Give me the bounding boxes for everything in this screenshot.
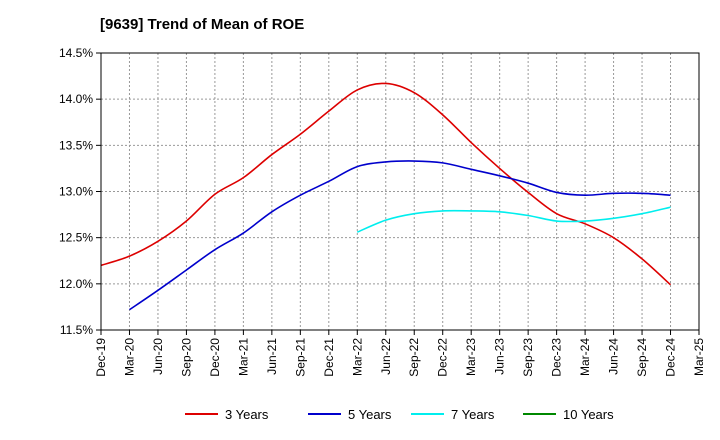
legend-label: 10 Years [563, 407, 614, 422]
series-line-7-years [356, 206, 671, 233]
y-tick-label: 11.5% [60, 323, 93, 337]
y-tick-label: 13.0% [59, 185, 93, 199]
x-tick-label: Dec-24 [664, 338, 678, 377]
series-lines [100, 82, 672, 311]
x-tick-label: Sep-24 [635, 338, 649, 377]
y-tick-label: 14.5% [59, 46, 93, 60]
x-tick-label: Jun-21 [265, 338, 279, 375]
x-tick-label: Mar-24 [578, 338, 592, 376]
x-tick-label: Sep-21 [293, 338, 307, 377]
x-tick-label: Dec-21 [322, 338, 336, 377]
y-tick-label: 13.5% [59, 138, 93, 152]
x-axis-ticks: Dec-19 Mar-20 Jun-20 Sep-20 Dec-20 Mar-21 Jun-… [94, 330, 706, 377]
y-tick-label: 14.0% [59, 92, 93, 106]
legend-label: 7 Years [451, 407, 495, 422]
x-tick-label: Mar-22 [350, 338, 364, 376]
x-tick-label: Dec-23 [550, 338, 564, 377]
series-line-5-years [129, 160, 671, 311]
y-axis-ticks: 11.5% 12.0% 12.5% 13.0% 13.5% 14.0% 14.5% [59, 46, 101, 337]
x-tick-label: Jun-22 [379, 338, 393, 375]
x-tick-label: Mar-21 [236, 338, 250, 376]
x-tick-label: Dec-19 [94, 338, 108, 377]
x-tick-label: Mar-23 [464, 338, 478, 376]
x-tick-label: Dec-20 [208, 338, 222, 377]
x-tick-label: Mar-20 [122, 338, 136, 376]
y-tick-label: 12.5% [59, 231, 93, 245]
x-tick-label: Jun-24 [607, 338, 621, 375]
x-tick-label: Sep-22 [407, 338, 421, 377]
legend-label: 3 Years [225, 407, 269, 422]
y-tick-label: 12.0% [59, 277, 93, 291]
x-tick-label: Mar-25 [692, 338, 706, 376]
x-tick-label: Sep-23 [521, 338, 535, 377]
x-tick-label: Jun-20 [151, 338, 165, 375]
legend-label: 5 Years [348, 407, 392, 422]
legend: 3 Years 5 Years 7 Years 10 Years [185, 407, 614, 422]
chart-title: [9639] Trend of Mean of ROE [100, 16, 304, 33]
x-tick-label: Dec-22 [436, 338, 450, 377]
grid-lines [101, 53, 699, 330]
x-tick-label: Sep-20 [179, 338, 193, 377]
x-tick-label: Jun-23 [493, 338, 507, 375]
